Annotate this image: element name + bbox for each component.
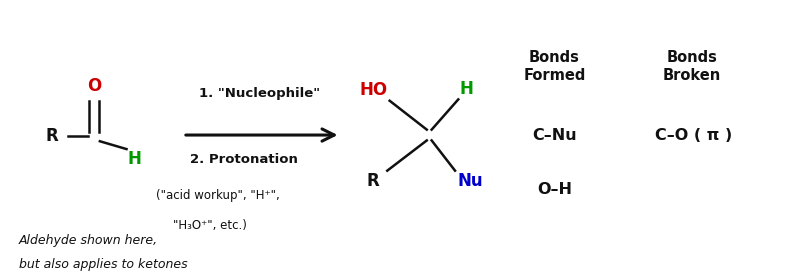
Text: R: R [45, 127, 58, 145]
Text: H: H [128, 150, 142, 168]
Text: O–H: O–H [537, 182, 572, 196]
Text: Nu: Nu [458, 172, 483, 190]
Text: but also applies to ketones: but also applies to ketones [19, 258, 188, 271]
Text: O: O [87, 78, 101, 95]
Text: Aldehyde shown here,: Aldehyde shown here, [19, 234, 158, 247]
Text: "H₃O⁺", etc.): "H₃O⁺", etc.) [173, 219, 246, 232]
Text: R: R [366, 172, 379, 190]
Text: C–Nu: C–Nu [532, 127, 577, 142]
Text: 2. Protonation: 2. Protonation [190, 153, 297, 166]
Text: H: H [460, 80, 474, 98]
Text: 1. "Nucleophile": 1. "Nucleophile" [199, 87, 320, 100]
Text: C–O ( π ): C–O ( π ) [655, 127, 732, 142]
Text: Bonds
Formed: Bonds Formed [523, 50, 586, 83]
Text: HO: HO [359, 81, 387, 99]
Text: Bonds
Broken: Bonds Broken [663, 50, 721, 83]
Text: ("acid workup", "H⁺",: ("acid workup", "H⁺", [156, 189, 279, 202]
